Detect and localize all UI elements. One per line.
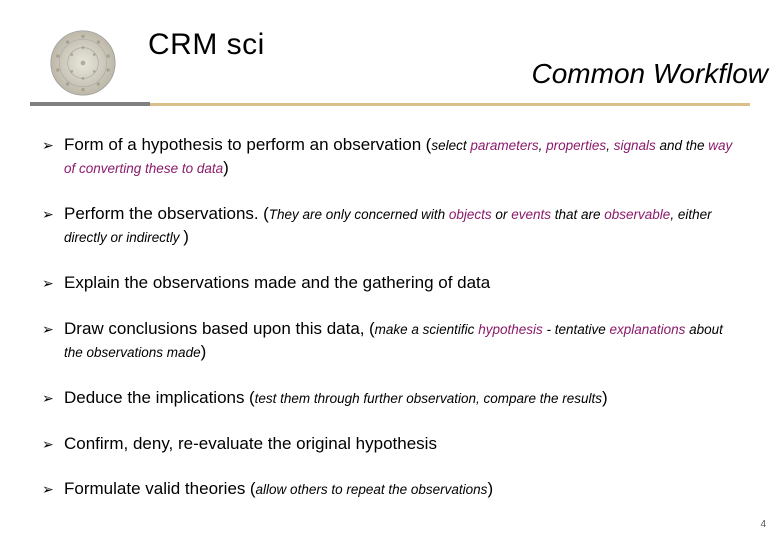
bullet-item: Form of a hypothesis to perform an obser… [42,134,738,180]
paren-text: test them through further observation, c… [255,391,602,406]
keyword-text: properties [546,138,606,153]
paren-text: , [606,138,614,153]
page-number: 4 [760,519,766,530]
paren-text: and the [656,138,709,153]
bullet-main-text: Confirm, deny, re-evaluate the original … [64,434,437,453]
paren-close: ) [602,388,608,407]
paren-text: They are only concerned with [269,207,449,222]
paren-text: allow others to repeat the observations [256,482,488,497]
bullet-item: Draw conclusions based upon this data, (… [42,318,738,364]
bullet-item: Formulate valid theories (allow others t… [42,478,738,501]
bullet-main-text: Form of a hypothesis to perform an obser… [64,135,421,154]
title-left: CRM sci [148,28,265,62]
paren-text: or [492,207,512,222]
bullet-main-text: Perform the observations. [64,204,259,223]
keyword-text: parameters [470,138,538,153]
paren-close: ) [201,342,207,361]
paren-close: ) [183,227,189,246]
paren-close: ) [223,158,229,177]
keyword-text: events [511,207,551,222]
keyword-text: signals [614,138,656,153]
bullet-item: Explain the observations made and the ga… [42,272,738,295]
paren-text: make a scientific [375,322,479,337]
header-rule [30,102,750,106]
keyword-text: observable [604,207,670,222]
slide: CRM sci Common Workflow Form of a hypoth… [0,0,780,540]
bullet-list: Form of a hypothesis to perform an obser… [42,134,738,501]
bullet-main-text: Explain the observations made and the ga… [64,273,490,292]
slide-header: CRM sci Common Workflow [0,0,780,108]
logo-icon [48,28,118,98]
bullet-item: Perform the observations. (They are only… [42,203,738,249]
bullet-main-text: Draw conclusions based upon this data, [64,319,365,338]
paren-text: , [539,138,547,153]
paren-text: select [431,138,470,153]
title-right: Common Workflow [532,58,768,90]
bullet-item: Deduce the implications (test them throu… [42,387,738,410]
bullet-item: Confirm, deny, re-evaluate the original … [42,433,738,456]
paren-close: ) [487,479,493,498]
keyword-text: hypothesis [478,322,543,337]
bullet-main-text: Formulate valid theories [64,479,245,498]
slide-content: Form of a hypothesis to perform an obser… [0,108,780,501]
paren-text: that are [551,207,604,222]
bullet-main-text: Deduce the implications [64,388,244,407]
keyword-text: objects [449,207,492,222]
keyword-text: explanations [610,322,686,337]
paren-text: - tentative [543,322,610,337]
